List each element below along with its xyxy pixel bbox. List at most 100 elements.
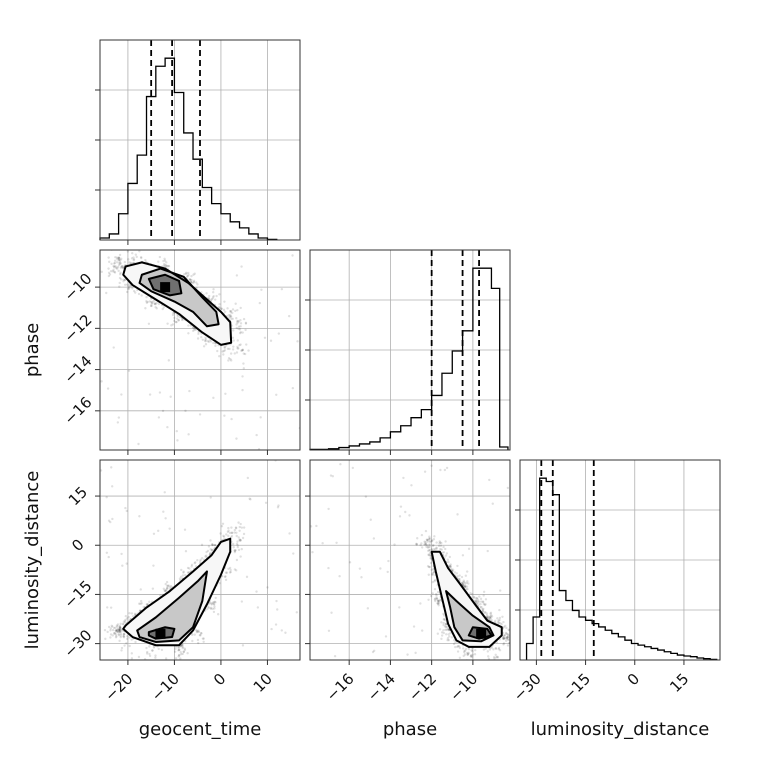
sample-point — [223, 575, 227, 579]
sample-point — [455, 572, 459, 575]
sample-point — [206, 607, 209, 611]
sample-point — [138, 609, 142, 612]
sample-point — [149, 304, 153, 308]
sample-point — [122, 633, 126, 636]
sample-point — [118, 260, 122, 263]
xtick-label-geocent_time-3: 10 — [250, 670, 276, 696]
sample-point — [235, 534, 238, 538]
sample-point — [202, 640, 205, 643]
sample-point — [449, 631, 452, 635]
sample-point — [177, 655, 180, 658]
sample-outlier — [152, 532, 156, 535]
sample-point — [130, 612, 134, 615]
sample-point — [123, 632, 126, 636]
sample-outlier — [371, 650, 375, 654]
sample-outlier — [164, 517, 167, 520]
sample-outlier — [241, 331, 244, 334]
sample-point — [185, 275, 189, 278]
sample-point — [113, 270, 116, 274]
sample-point — [474, 648, 477, 652]
sample-point — [424, 529, 428, 533]
sample-point — [433, 535, 436, 538]
hist-2-axes — [520, 460, 720, 660]
sample-point — [462, 581, 465, 584]
sample-point — [231, 311, 234, 315]
sample-outlier — [277, 504, 280, 507]
sample-point — [229, 315, 232, 318]
sample-point — [127, 286, 131, 289]
sample-point — [204, 339, 207, 342]
sample-point — [154, 654, 157, 657]
sample-outlier — [216, 613, 220, 616]
sample-point — [236, 321, 239, 325]
sample-outlier — [427, 598, 430, 601]
sample-point — [119, 628, 122, 632]
sample-point — [489, 615, 492, 618]
sample-point — [169, 585, 173, 588]
sample-point — [118, 285, 121, 288]
sample-outlier — [335, 541, 338, 544]
sample-point — [175, 320, 178, 324]
hist-2-frame — [519, 459, 721, 661]
sample-point — [123, 283, 127, 286]
sample-outlier — [398, 515, 402, 518]
sample-point — [230, 359, 233, 362]
sample-point — [187, 571, 190, 574]
sample-point — [166, 322, 169, 325]
sample-outlier — [242, 367, 246, 370]
sample-point — [190, 274, 193, 278]
sample-point — [457, 645, 461, 648]
sample-point — [228, 315, 231, 319]
sample-point — [465, 651, 469, 655]
sample-point — [186, 652, 189, 655]
sample-outlier — [198, 413, 202, 416]
sample-point — [212, 600, 215, 604]
sample-point — [164, 264, 167, 267]
sample-point — [466, 580, 469, 583]
sample-point — [218, 293, 221, 296]
sample-point — [116, 625, 119, 628]
sample-point — [121, 622, 125, 626]
sample-outlier — [230, 417, 233, 421]
sample-point — [502, 625, 506, 629]
sample-point — [436, 598, 439, 601]
sample-point — [212, 610, 216, 614]
sample-point — [442, 621, 445, 625]
sample-point — [140, 256, 143, 260]
sample-outlier — [263, 336, 267, 339]
sample-point — [180, 644, 184, 647]
sample-outlier — [169, 395, 172, 398]
sample-point — [442, 614, 446, 617]
sample-point — [115, 267, 119, 270]
sample-outlier — [329, 474, 333, 477]
sample-point — [238, 331, 242, 335]
sample-point — [209, 551, 212, 555]
sample-point — [486, 615, 489, 619]
sample-point — [444, 628, 447, 632]
sample-point — [119, 632, 123, 636]
sample-point — [429, 594, 433, 598]
sample-point — [125, 637, 129, 641]
sample-point — [113, 259, 117, 262]
sample-point — [456, 650, 460, 653]
sample-point — [517, 638, 519, 640]
sample-point — [212, 288, 215, 291]
sample-point — [119, 622, 122, 626]
sample-point — [181, 652, 184, 656]
sample-point — [157, 302, 161, 306]
sample-point — [477, 603, 480, 606]
sample-point — [448, 564, 451, 567]
sample-point — [190, 281, 194, 284]
panel-geocent_time-luminosity_distance-density-level-0 — [123, 538, 231, 646]
sample-point — [115, 628, 119, 632]
sample-point — [178, 654, 181, 657]
sample-point — [230, 531, 234, 535]
sample-point — [429, 557, 432, 560]
sample-point — [118, 625, 122, 629]
sample-point — [115, 261, 119, 264]
xtick-label-phase-0: −16 — [323, 670, 358, 705]
sample-outlier — [430, 464, 433, 467]
sample-point — [214, 298, 217, 301]
sample-point — [207, 606, 211, 610]
panel-geocent_time-luminosity_distance-contour-2 — [147, 626, 176, 640]
